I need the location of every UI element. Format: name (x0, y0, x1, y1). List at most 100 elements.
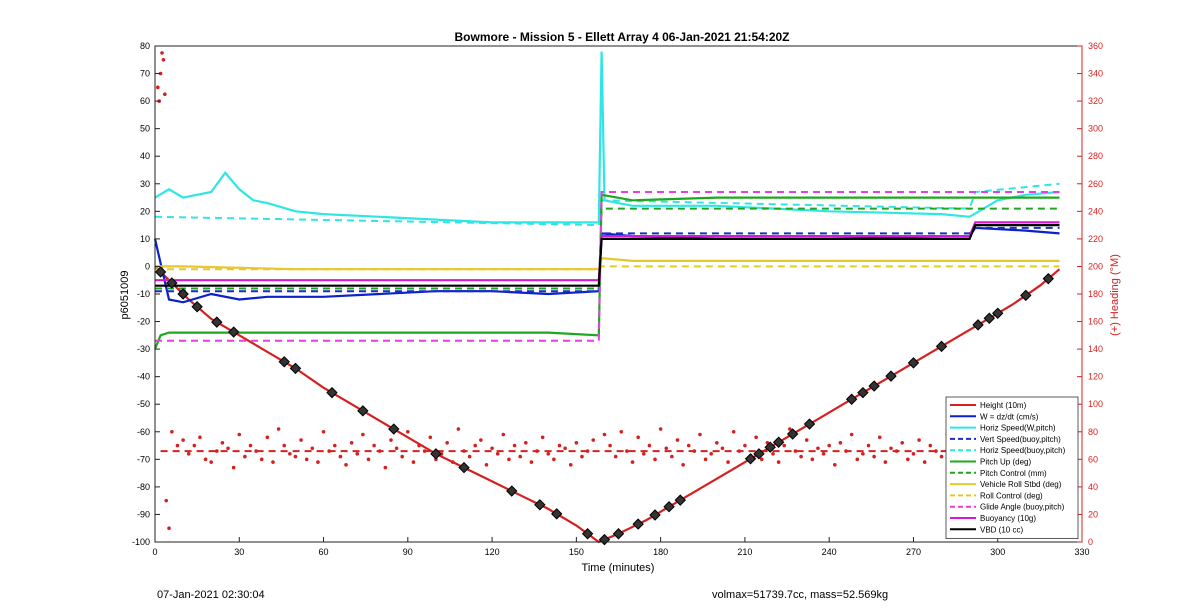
series-line-7 (155, 257, 1060, 271)
heading-point (170, 429, 174, 434)
heading-point (726, 460, 730, 464)
y-tick-label-right: 260 (1088, 179, 1103, 189)
heading-point (271, 460, 275, 464)
legend-label: Buoyancy (10g) (980, 514, 1036, 523)
x-tick-label: 180 (653, 547, 668, 557)
y-tick-label-left: 20 (140, 206, 150, 216)
heading-point (186, 452, 191, 456)
dive-marker (992, 307, 1004, 319)
heading-point (406, 429, 410, 434)
y-tick-label-right: 320 (1088, 96, 1103, 106)
legend-label: Vert Speed(buoy,pitch) (980, 435, 1061, 444)
dive-marker (581, 528, 594, 540)
dive-marker (191, 301, 203, 313)
y-tick-label-right: 100 (1088, 399, 1103, 409)
heading-point (939, 454, 944, 459)
heading-point (855, 457, 860, 462)
heading-point (355, 452, 360, 456)
heading-point (484, 463, 489, 467)
heading-point (922, 460, 927, 464)
heading-point (529, 460, 534, 464)
x-tick-label: 30 (234, 547, 244, 557)
dive-marker (632, 518, 644, 530)
heading-point (546, 452, 551, 456)
heading-point (906, 457, 910, 462)
y-tick-label-left: -40 (137, 372, 150, 382)
heading-point (625, 449, 629, 453)
heading-point (900, 441, 905, 445)
heading-point (383, 465, 388, 470)
heading-point (872, 454, 876, 459)
heading-point (456, 427, 461, 431)
y-tick-label-left: -60 (137, 427, 150, 437)
heading-point (400, 454, 405, 459)
heading-point (928, 443, 933, 448)
legend-label: Height (10m) (980, 401, 1027, 410)
heading-point (215, 449, 219, 453)
dive-marker (935, 340, 948, 353)
dive-marker (663, 501, 675, 513)
y-axis-label-left: p6051009 (119, 271, 131, 320)
plot-area (153, 51, 1061, 546)
legend: Height (10m) W = dz/dt (cm/s) Horiz Speed(… (945, 396, 1079, 540)
axes: 0 30 60 90 120 150 180 210 240 270 300 330-100-90-8… (132, 41, 1103, 557)
y-tick-label-right: 140 (1088, 344, 1103, 354)
heading-point (675, 438, 680, 442)
dive-marker (227, 326, 240, 338)
heading-point (198, 435, 202, 440)
heading-point (473, 443, 478, 448)
legend-label: W = dz/dt (cm/s) (980, 412, 1039, 421)
footer-vehicle-params: volmax=51739.7cc, mass=52.569kg (712, 589, 889, 601)
heading-point (664, 446, 669, 451)
y-tick-label-left: 80 (140, 41, 150, 51)
heading-point (540, 435, 545, 440)
y-tick-label-right: 240 (1088, 206, 1103, 216)
dive-marker (764, 441, 776, 453)
heading-point (709, 452, 713, 456)
legend-label: Glide Angle (buoy,pitch) (980, 503, 1065, 512)
heading-point (681, 463, 685, 467)
heading-point (552, 457, 556, 462)
heading-point (731, 429, 736, 434)
x-tick-label: 300 (990, 547, 1005, 557)
dive-marker (845, 393, 858, 405)
dive-marker (534, 499, 546, 511)
dive-marker (1042, 272, 1054, 285)
y-tick-label-left: -90 (137, 509, 150, 519)
dive-marker (972, 319, 984, 331)
dive-marker (868, 380, 880, 392)
dive-marker (857, 386, 869, 399)
heading-point (630, 460, 635, 464)
y-tick-label-left: -10 (137, 289, 150, 299)
heading-point (911, 452, 916, 456)
legend-label: Horiz Speed(buoy,pitch) (980, 446, 1066, 455)
heading-point (799, 454, 803, 459)
heading-point (827, 443, 831, 448)
y-tick-label-right: 20 (1088, 509, 1098, 519)
heading-point (192, 443, 197, 448)
chart-title: Bowmore - Mission 5 - Ellett Array 4 06-… (454, 30, 789, 44)
y-tick-label-left: -80 (137, 482, 150, 492)
heading-point (321, 429, 326, 434)
dive-marker (506, 485, 518, 497)
heading-point (653, 457, 657, 462)
heading-point (580, 454, 584, 459)
heading-point (372, 443, 376, 448)
dive-marker (154, 266, 167, 278)
y-tick-label-right: 40 (1088, 482, 1098, 492)
heading-point (220, 441, 225, 445)
legend-label: Horiz Speed(W,pitch) (980, 424, 1056, 433)
x-tick-label: 210 (737, 547, 752, 557)
y-tick-label-left: 70 (140, 69, 150, 79)
heading-point (715, 441, 719, 445)
heading-point (821, 452, 826, 456)
heading-point (501, 432, 506, 437)
x-tick-label: 120 (485, 547, 500, 557)
heading-point (563, 446, 567, 451)
y-tick-label-left: 40 (140, 151, 150, 161)
heading-point (754, 435, 758, 440)
heading-point (619, 429, 624, 434)
heading-point (389, 438, 393, 442)
heading-point (248, 443, 253, 448)
series-line-10 (155, 221, 1060, 282)
